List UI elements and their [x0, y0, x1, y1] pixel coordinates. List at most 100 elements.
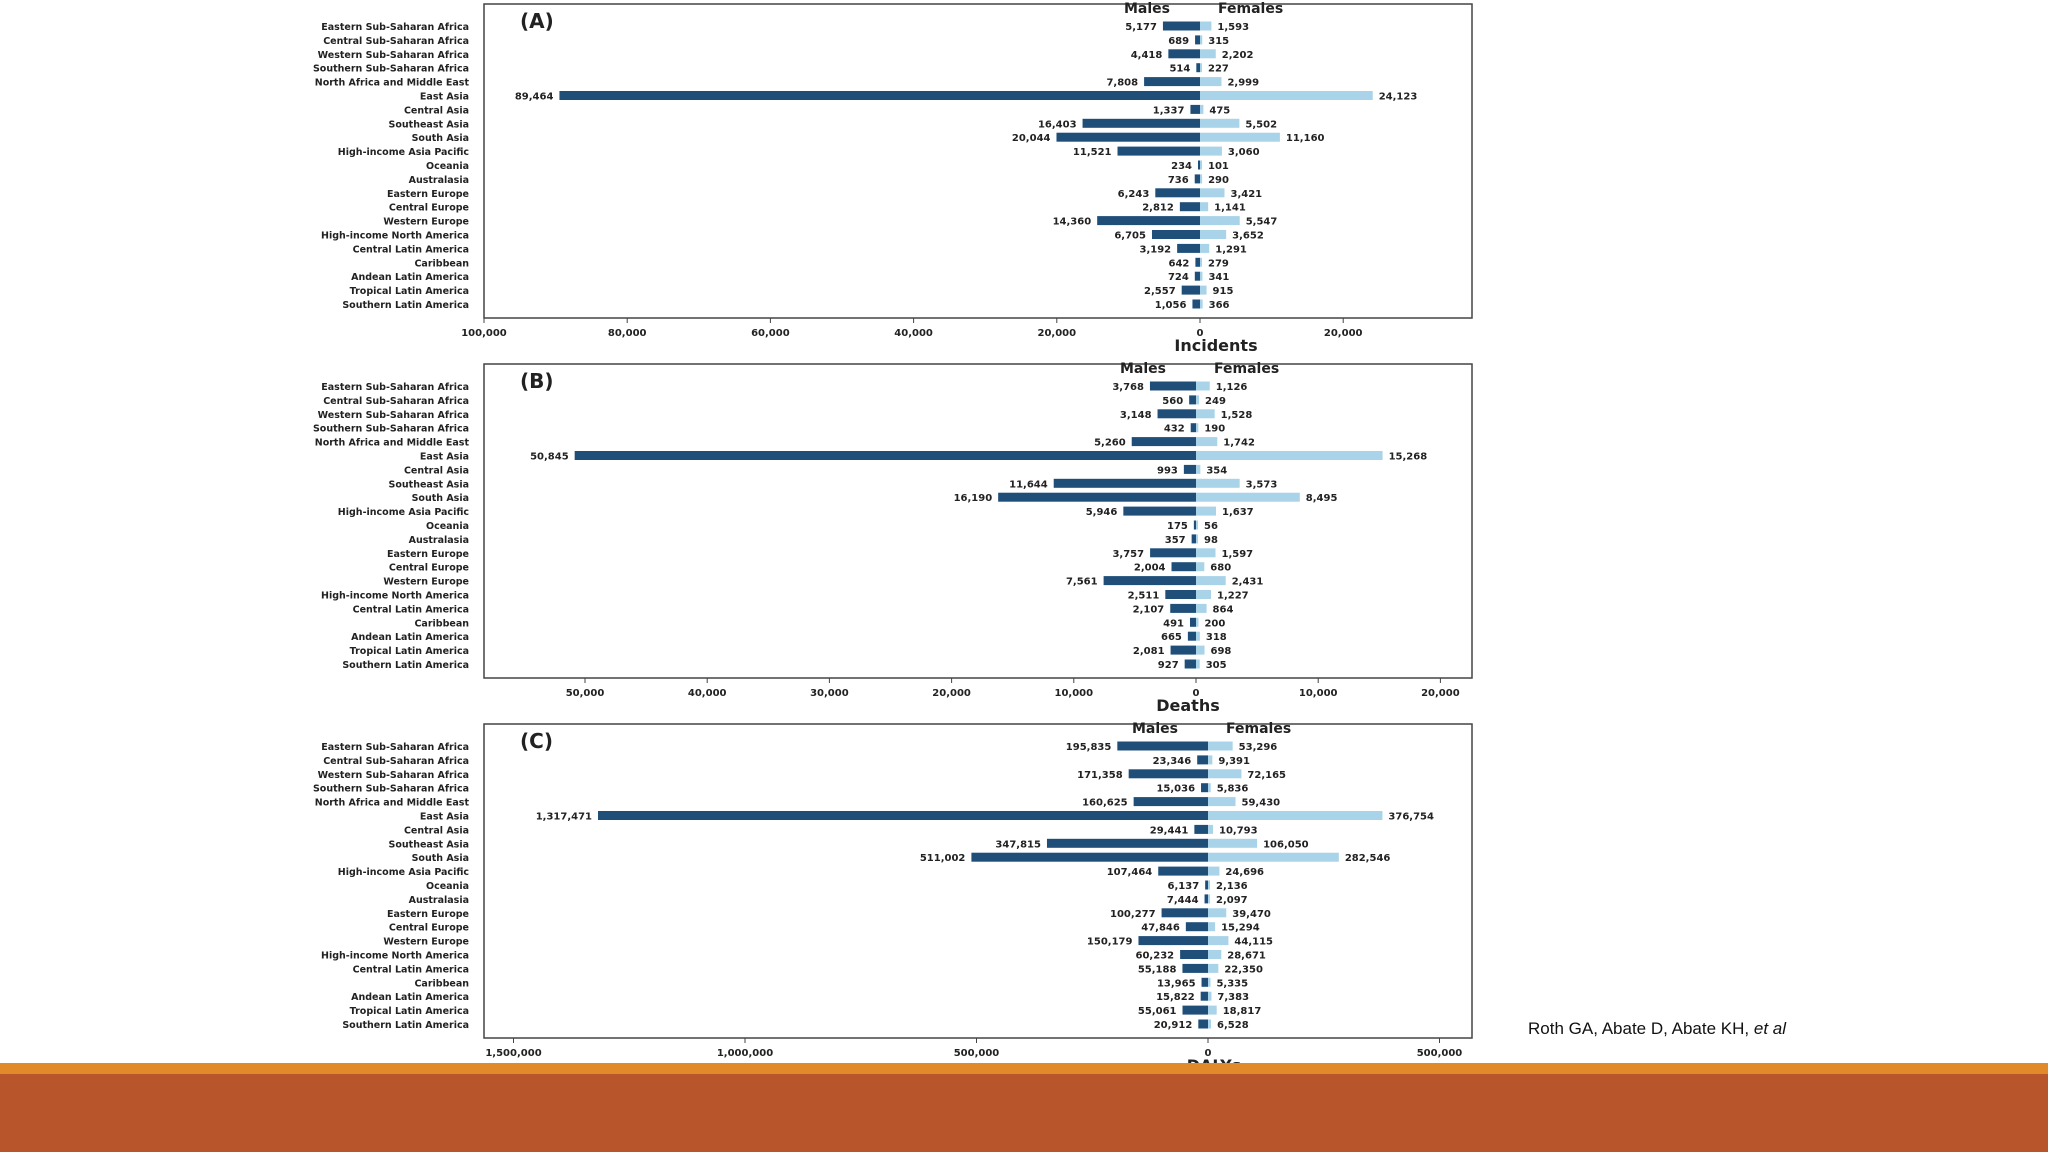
- bar-males: [1150, 548, 1196, 558]
- bar-females: [1200, 21, 1212, 31]
- value-label-males: 432: [1164, 424, 1185, 435]
- bar-females: [1196, 409, 1215, 419]
- value-label-males: 55,188: [1138, 964, 1177, 975]
- bar-males: [1149, 381, 1196, 391]
- region-label: High-income Asia Pacific: [338, 867, 469, 878]
- value-label-females: 8,495: [1306, 493, 1338, 504]
- value-label-males: 514: [1169, 64, 1190, 75]
- value-label-females: 22,350: [1224, 964, 1263, 975]
- bar-males: [1177, 243, 1200, 253]
- bar-females: [1200, 104, 1204, 114]
- value-label-females: 11,160: [1286, 133, 1325, 144]
- footer-band: [0, 1074, 2048, 1152]
- value-label-females: 376,754: [1388, 812, 1434, 823]
- bar-males: [1190, 617, 1196, 627]
- value-label-males: 7,808: [1106, 78, 1138, 89]
- bar-females: [1200, 271, 1203, 281]
- bar-males: [1133, 797, 1208, 807]
- region-label: Tropical Latin America: [350, 286, 469, 297]
- value-label-females: 2,202: [1222, 50, 1254, 61]
- bar-males: [1171, 562, 1196, 572]
- bar-males: [1193, 520, 1196, 530]
- value-label-males: 2,107: [1133, 604, 1165, 615]
- legend-females: Females: [1214, 361, 1279, 377]
- bar-males: [574, 451, 1196, 460]
- value-label-females: 98: [1204, 535, 1218, 546]
- legend-females: Females: [1226, 721, 1291, 737]
- region-label: Southeast Asia: [389, 839, 469, 850]
- bar-males: [1117, 741, 1208, 751]
- bar-females: [1200, 160, 1202, 170]
- bar-females: [1200, 216, 1240, 226]
- bar-males: [1201, 977, 1208, 987]
- value-label-females: 24,696: [1225, 867, 1264, 878]
- region-label: Central Europe: [389, 923, 469, 934]
- bar-males: [1182, 963, 1208, 973]
- bar-females: [1196, 645, 1205, 655]
- bar-females: [1196, 520, 1198, 530]
- bar-males: [1198, 1019, 1208, 1029]
- bar-males: [1198, 160, 1200, 170]
- bar-females: [1200, 49, 1216, 59]
- bar-males: [1197, 755, 1208, 765]
- value-label-females: 72,165: [1247, 770, 1286, 781]
- region-label: Central Asia: [404, 105, 469, 116]
- bar-males: [1128, 769, 1208, 779]
- value-label-females: 1,291: [1215, 244, 1247, 255]
- chart-panel-1: (A) Males Females Eastern Sub-Saharan Afric…: [313, 1, 1473, 355]
- bar-males: [1165, 590, 1196, 599]
- bar-males: [1189, 395, 1196, 405]
- value-label-males: 14,360: [1053, 217, 1092, 228]
- value-label-males: 736: [1168, 175, 1189, 186]
- value-label-males: 16,403: [1038, 119, 1077, 130]
- value-label-females: 698: [1211, 646, 1232, 657]
- value-label-males: 11,644: [1009, 479, 1048, 490]
- panel-label: (A): [520, 9, 554, 33]
- bar-females: [1196, 659, 1200, 669]
- region-label: Tropical Latin America: [350, 1006, 469, 1017]
- value-label-males: 171,358: [1077, 770, 1123, 781]
- bar-females: [1208, 1019, 1212, 1029]
- bar-females: [1200, 243, 1210, 253]
- value-label-females: 318: [1206, 632, 1227, 643]
- value-label-males: 11,521: [1073, 147, 1112, 158]
- tick-label: 20,000: [1324, 328, 1363, 339]
- tick-label: 50,000: [566, 688, 605, 699]
- value-label-males: 347,815: [995, 839, 1041, 850]
- value-label-females: 200: [1204, 618, 1225, 629]
- bar-females: [1208, 866, 1220, 876]
- region-label: Andean Latin America: [351, 992, 469, 1003]
- tick-label: 20,000: [1421, 688, 1460, 699]
- bar-females: [1208, 991, 1212, 1001]
- region-label: Southern Sub-Saharan Africa: [313, 64, 469, 75]
- bar-females: [1200, 91, 1373, 100]
- region-label: Eastern Europe: [387, 549, 469, 560]
- region-label: Western Sub-Saharan Africa: [318, 50, 469, 61]
- region-label: Central Sub-Saharan Africa: [323, 396, 469, 407]
- bar-females: [1208, 838, 1258, 848]
- region-label: North Africa and Middle East: [315, 798, 470, 809]
- bar-females: [1208, 963, 1219, 973]
- value-label-females: 190: [1204, 424, 1225, 435]
- value-label-males: 1,337: [1153, 105, 1185, 116]
- value-label-females: 101: [1208, 161, 1229, 172]
- bar-females: [1200, 202, 1209, 212]
- value-label-females: 354: [1206, 465, 1227, 476]
- bar-males: [1192, 299, 1200, 309]
- bar-males: [1046, 838, 1208, 848]
- tick-label: 0: [1193, 688, 1200, 699]
- tick-label: 10,000: [1299, 688, 1338, 699]
- value-label-males: 160,625: [1082, 798, 1128, 809]
- bar-males: [1053, 478, 1196, 488]
- tick-label: 80,000: [608, 328, 647, 339]
- value-label-females: 3,652: [1232, 231, 1264, 242]
- region-label: Eastern Sub-Saharan Africa: [321, 742, 469, 753]
- bar-males: [1123, 506, 1196, 516]
- tick-label: 100,000: [461, 328, 507, 339]
- bar-males: [998, 492, 1196, 502]
- region-label: Southeast Asia: [389, 119, 469, 130]
- value-label-females: 15,294: [1221, 923, 1260, 934]
- bar-females: [1196, 423, 1199, 433]
- value-label-females: 28,671: [1227, 951, 1266, 962]
- bar-females: [1196, 562, 1205, 572]
